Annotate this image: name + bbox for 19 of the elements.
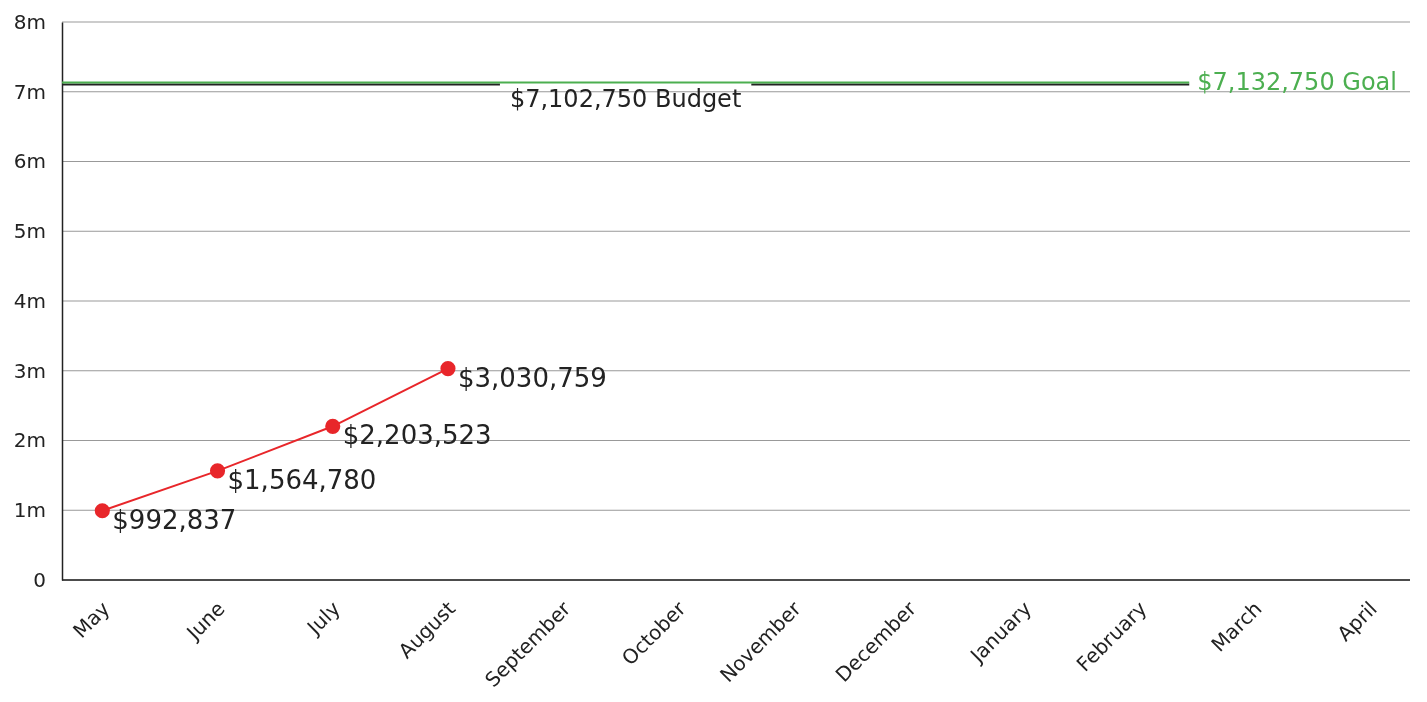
data-label: $1,564,780 (227, 464, 377, 495)
ref-line-label: $7,102,750 Budget (509, 84, 742, 113)
y-tick-label: 1m (13, 498, 46, 523)
data-label: $992,837 (112, 504, 237, 535)
y-tick-label: 7m (13, 79, 46, 104)
y-tick-label: 8m (13, 9, 46, 34)
y-tick-label: 5m (13, 219, 46, 244)
y-tick-label: 6m (13, 149, 46, 174)
point (209, 463, 226, 479)
point (94, 503, 110, 519)
point (440, 361, 456, 377)
data-label: $2,203,523 (342, 420, 492, 451)
y-tick-label: 0 (33, 567, 46, 592)
y-tick-label: 2m (13, 428, 46, 453)
y-tick-label: 3m (13, 358, 46, 383)
data-label: $3,030,759 (457, 362, 607, 393)
y-tick-label: 4m (13, 288, 46, 313)
point (325, 418, 341, 434)
ref-line-label: $7,132,750 Goal (1197, 68, 1397, 97)
